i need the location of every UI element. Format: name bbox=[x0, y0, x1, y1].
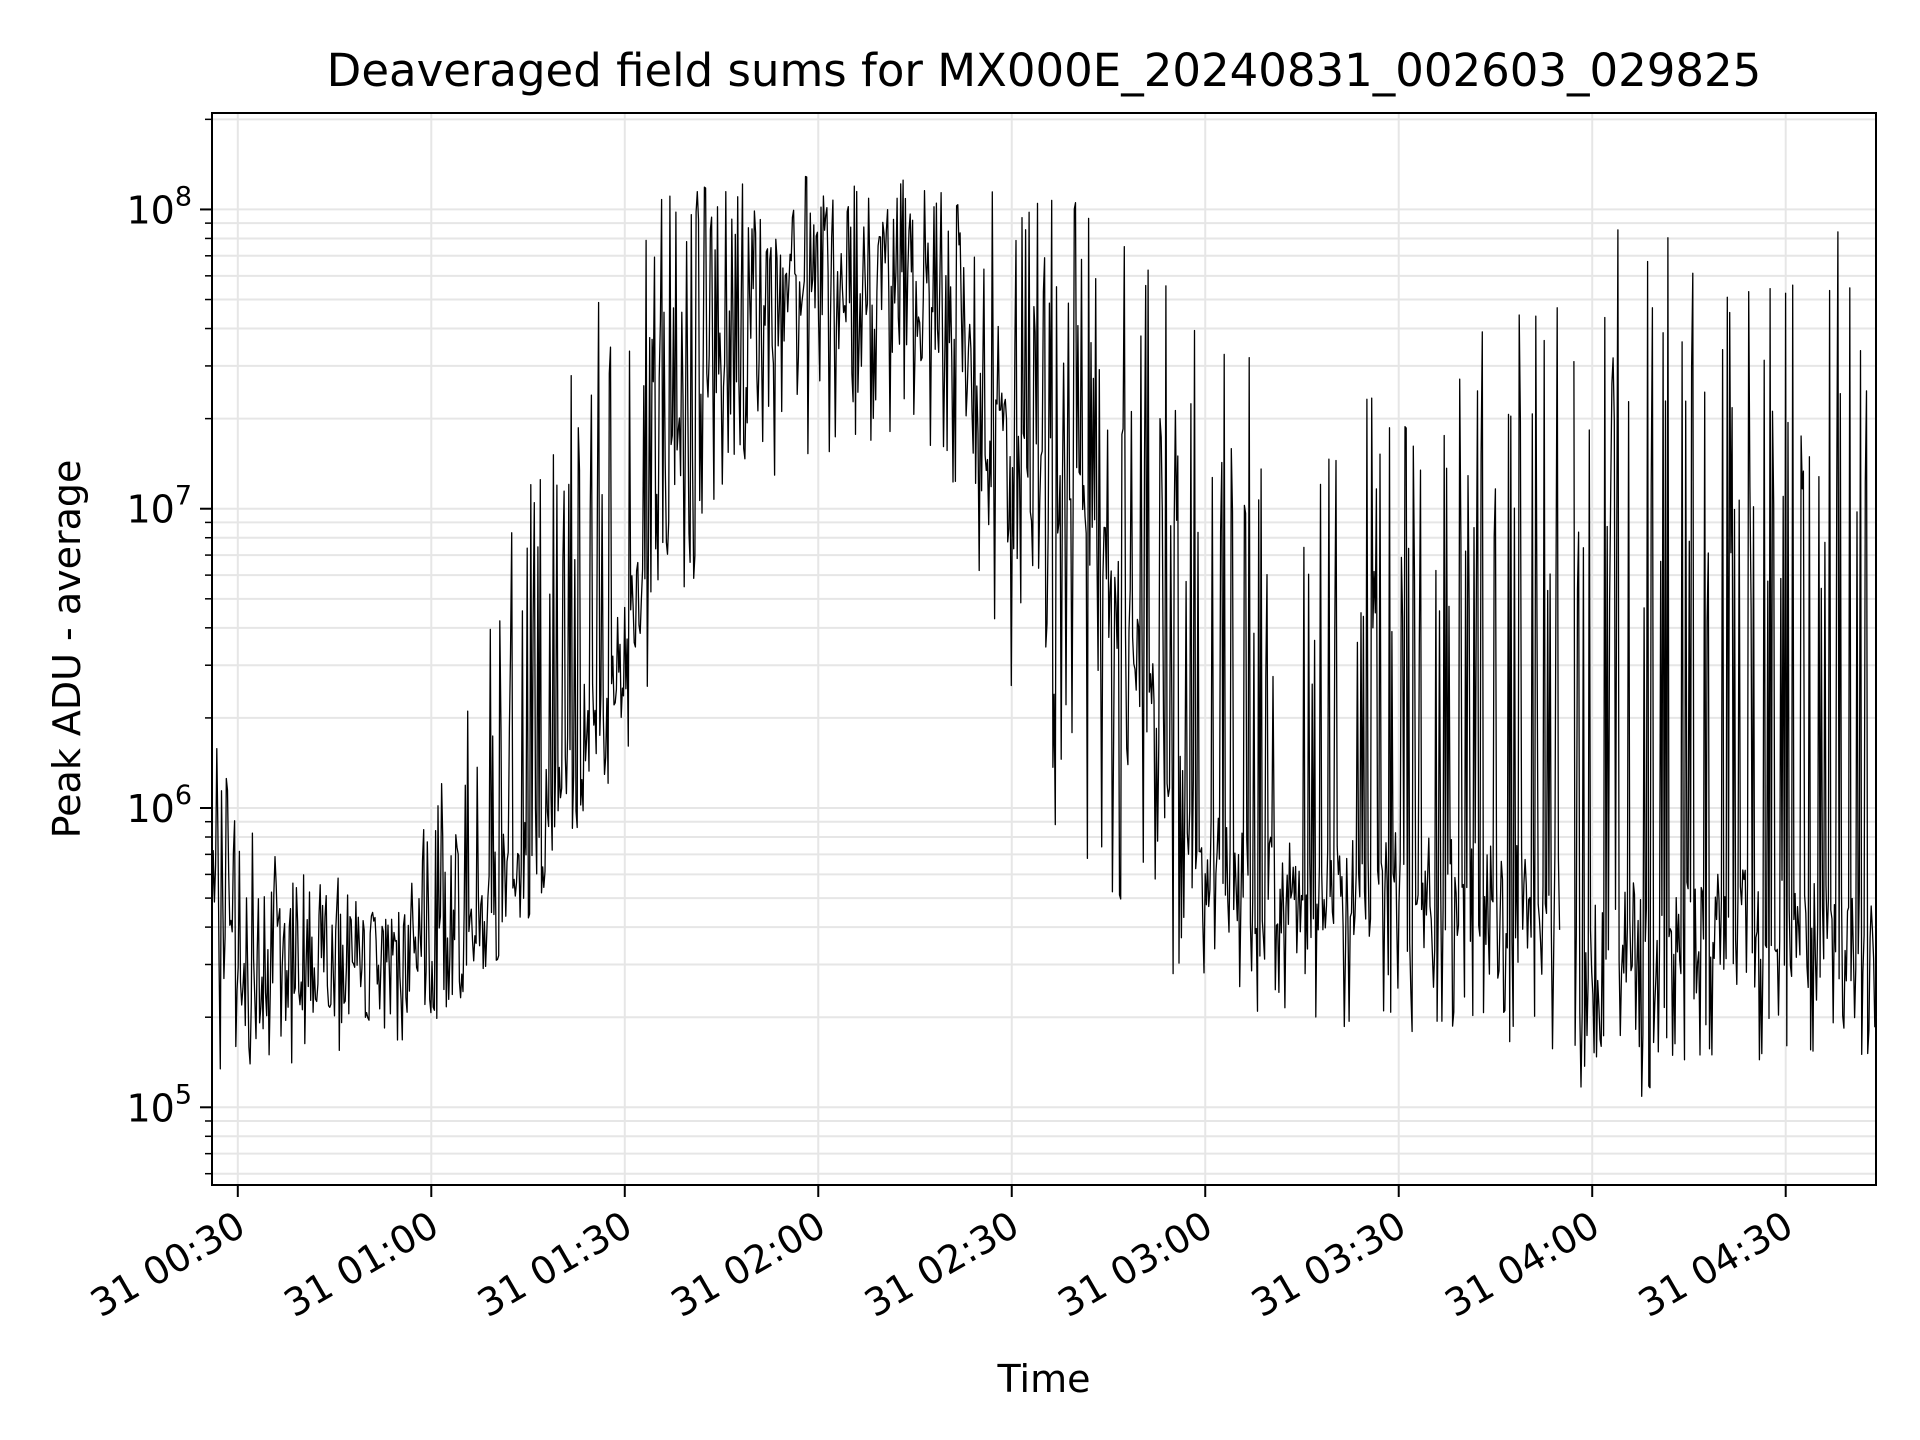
x-axis-label: Time bbox=[997, 1357, 1091, 1401]
plot-area bbox=[211, 175, 1877, 1097]
y-axis: 105 106 107 108 bbox=[126, 118, 212, 1175]
y-axis-label: Peak ADU - average bbox=[45, 460, 89, 839]
axes-frame bbox=[211, 112, 1877, 1186]
chart-title: Deaveraged field sums for MX000E_2024083… bbox=[327, 44, 1762, 97]
y-tick-label: 105 bbox=[126, 1079, 192, 1130]
series-line bbox=[211, 175, 1877, 1097]
y-tick-label: 106 bbox=[126, 780, 192, 831]
y-tick-label: 108 bbox=[126, 181, 192, 232]
y-tick-label: 107 bbox=[126, 481, 192, 532]
